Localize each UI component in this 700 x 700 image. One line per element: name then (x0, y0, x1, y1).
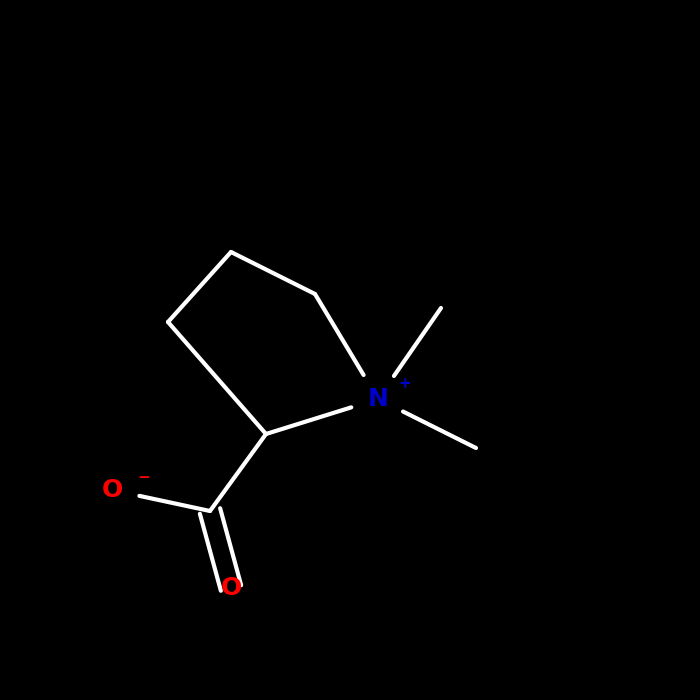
Text: +: + (398, 376, 411, 391)
Text: O: O (102, 478, 122, 502)
Text: N: N (368, 387, 388, 411)
Text: −: − (138, 470, 150, 485)
Text: O: O (220, 576, 241, 600)
